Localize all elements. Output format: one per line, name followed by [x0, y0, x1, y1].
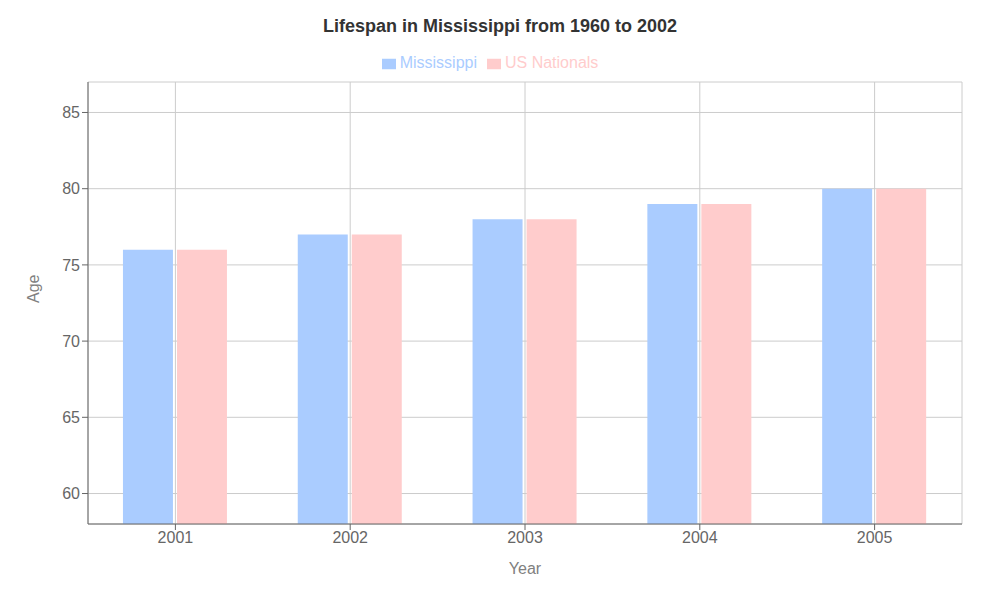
svg-text:60: 60 [62, 485, 80, 502]
html-text:Mississippi: Mississippi [399, 54, 477, 71]
svg-text:85: 85 [62, 104, 80, 121]
svg-text:75: 75 [62, 257, 80, 274]
html-text:US Nationals: US Nationals [505, 54, 599, 71]
svg-text:70: 70 [62, 333, 80, 350]
svg-text:2003: 2003 [507, 529, 543, 546]
svg-text:Year: Year [509, 560, 542, 577]
svg-text:2005: 2005 [857, 529, 893, 546]
svg-text:2001: 2001 [158, 529, 194, 546]
svg-text:65: 65 [62, 409, 80, 426]
svg-text:80: 80 [62, 180, 80, 197]
svg-text:2004: 2004 [682, 529, 718, 546]
html-text:Lifespan in Mississippi from 1: Lifespan in Mississippi from 1960 to 200… [322, 16, 678, 36]
svg-text:Age: Age [25, 274, 42, 303]
svg-text:2002: 2002 [332, 529, 368, 546]
